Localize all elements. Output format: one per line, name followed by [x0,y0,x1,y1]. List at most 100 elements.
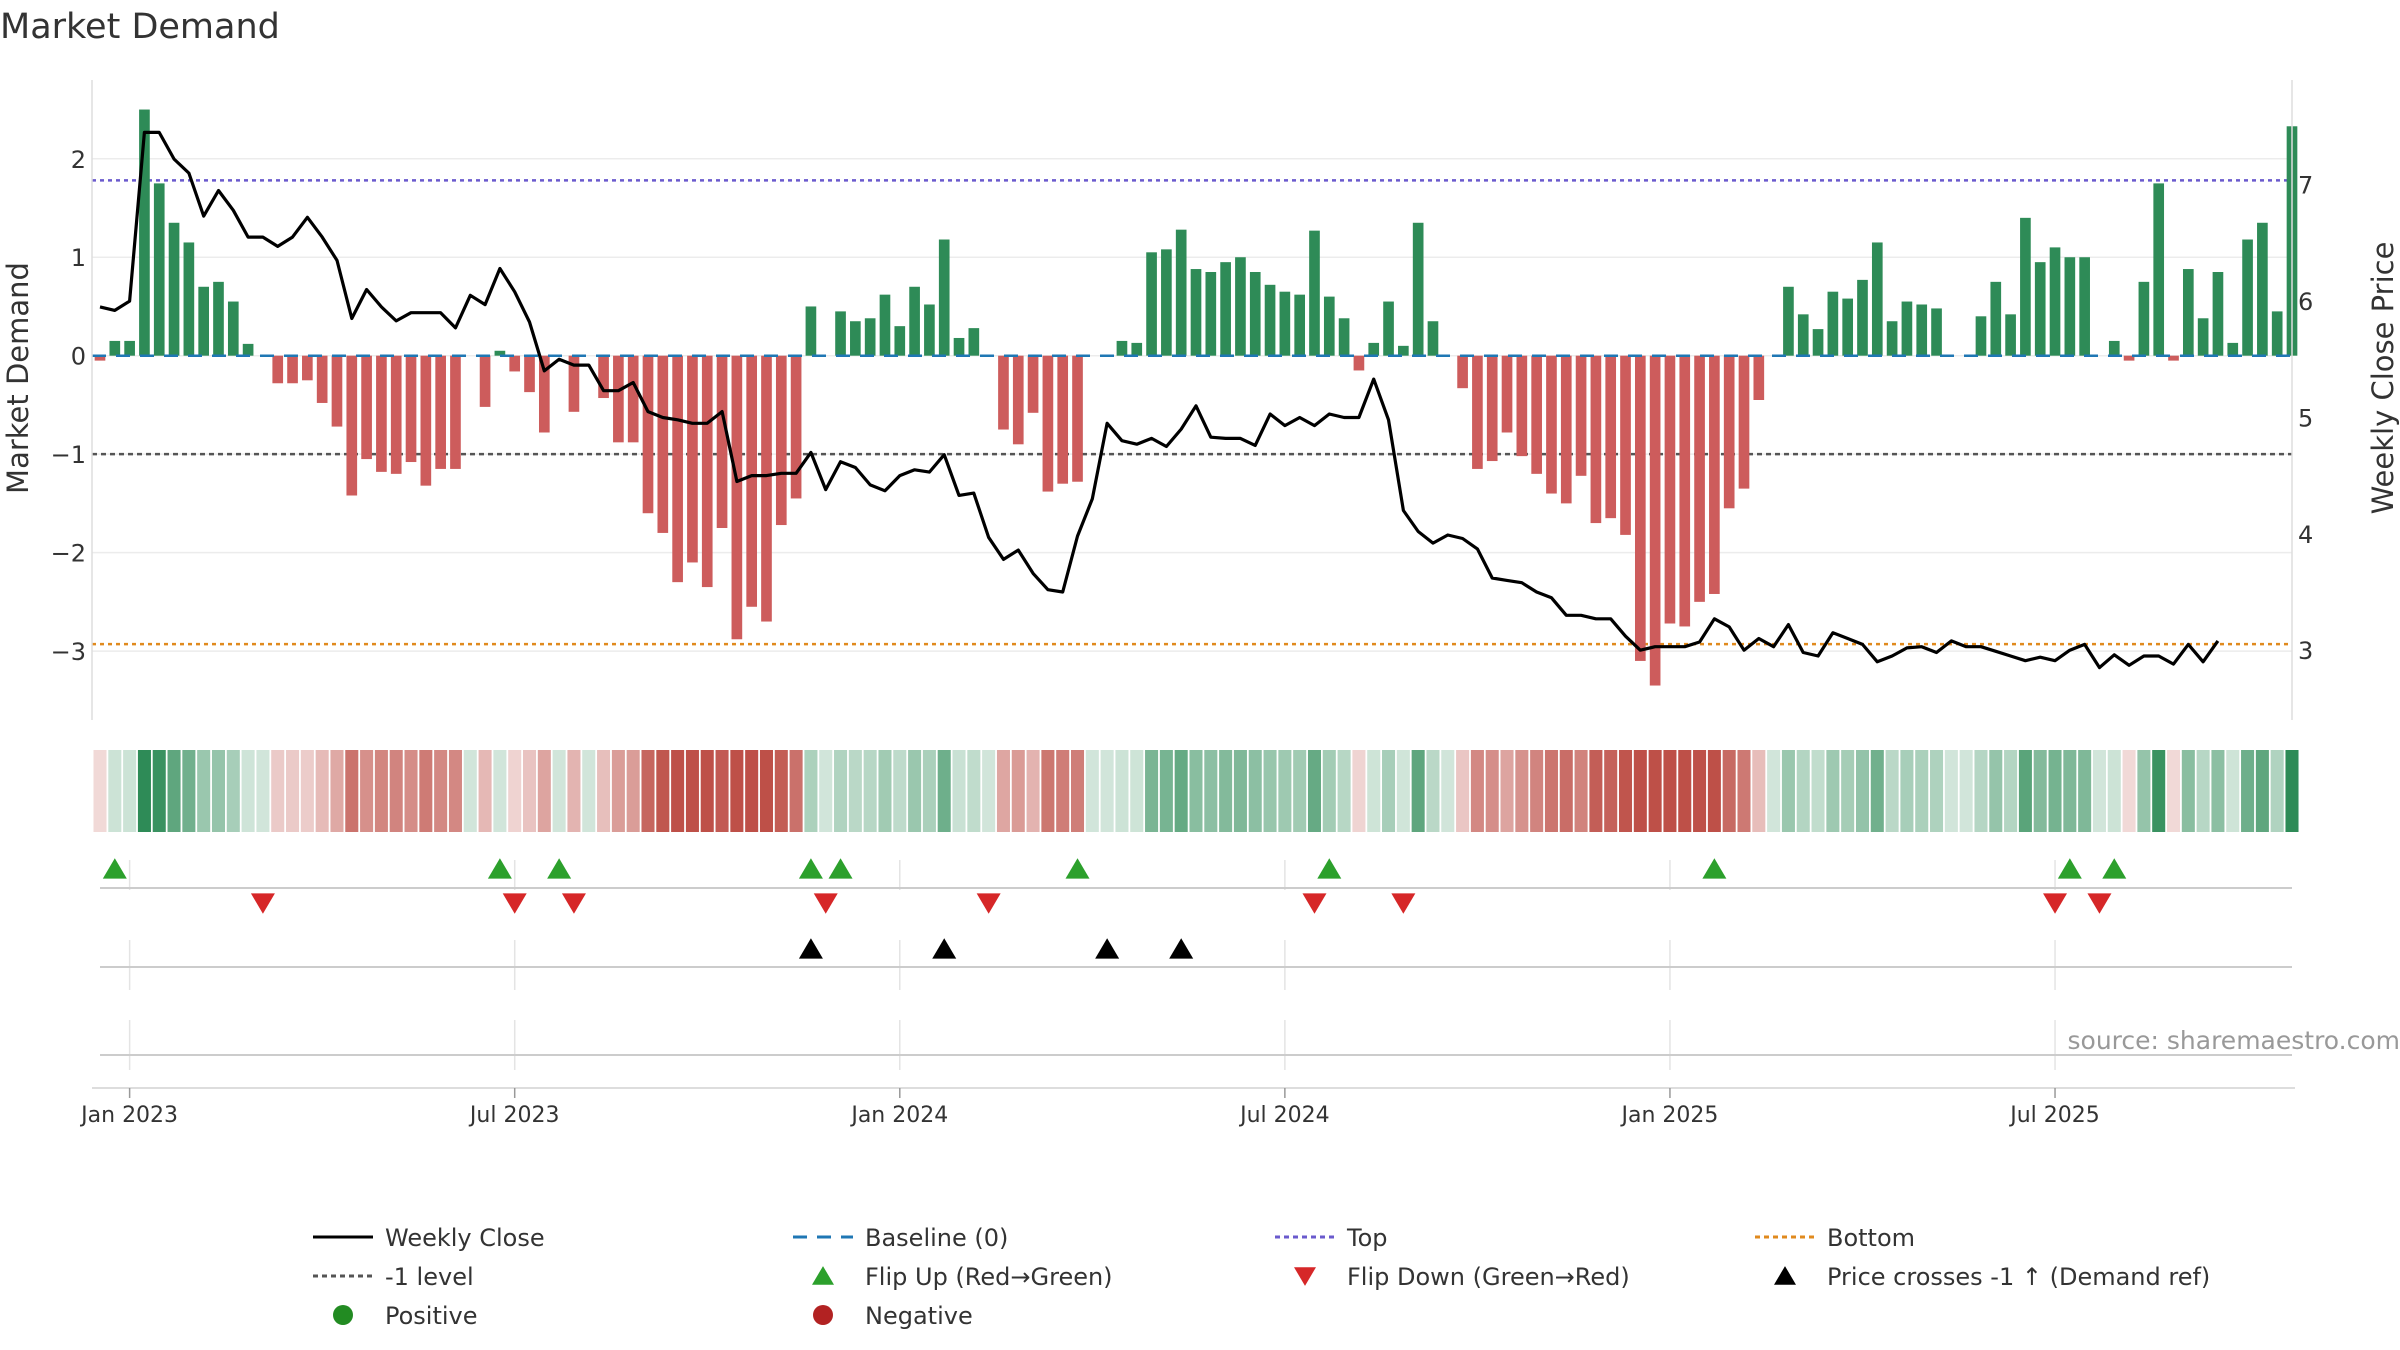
demand-bar [1605,355,1617,519]
demand-bar [2049,247,2061,356]
demand-bar [1383,301,1394,356]
demand-bar [1457,355,1468,389]
heat-cell [715,750,729,832]
heat-cell [700,750,714,832]
price-cross-marker [798,938,823,959]
demand-bar [627,355,639,443]
demand-bar [568,355,580,412]
demand-bar [1886,321,1898,356]
heat-cell [611,750,625,832]
heat-cell [93,750,107,832]
heat-cell [2241,750,2255,832]
demand-bar [1235,257,1246,356]
demand-bar [924,304,935,356]
heat-cell [360,750,374,832]
demand-bar [775,355,787,526]
demand-bar [790,355,802,499]
x-tick-label: Jan 2023 [79,1103,178,1128]
legend-label: Flip Up (Red→Green) [865,1263,1113,1291]
legend-item-minus-one: -1 level [313,1263,474,1291]
demand-bar [94,355,106,361]
legend-label: Bottom [1827,1224,1915,1252]
demand-bar [1590,355,1602,524]
demand-bar [1309,230,1320,356]
demand-bar [2271,311,2283,356]
y-tick-left: −3 [51,638,86,666]
heat-cell [685,750,699,832]
axes: 2 1 0 −1 −2 −3 7 6 5 4 3 [51,80,2313,720]
demand-bar [1368,342,1380,356]
demand-bar [2212,272,2224,356]
demand-bar [1783,286,1794,356]
heat-cell [1011,750,1025,832]
demand-bar [1323,296,1335,356]
x-tick-label: Jul 2023 [468,1103,560,1128]
heat-cell [197,750,211,832]
heat-cell [848,750,862,832]
y-axis-right-label: Weekly Close Price [2366,242,2400,515]
heat-cell [908,750,922,832]
heat-cell [419,750,433,832]
heat-cell [2033,750,2047,832]
demand-bar [302,355,313,381]
heat-cell [1915,750,1929,832]
heat-cell [2152,750,2166,832]
demand-bar [2168,355,2179,361]
heat-cell [967,750,981,832]
heat-cell [1441,750,1455,832]
heat-cell [1411,750,1425,832]
empty-panel [100,1020,2292,1070]
heat-cell [1515,750,1529,832]
demand-bar [1205,272,1217,356]
heat-cell [996,750,1010,832]
demand-bar [1116,340,1128,356]
demand-bar [1161,249,1172,356]
heat-cell [1900,750,1914,832]
demand-bar [2034,262,2046,356]
heat-cell [641,750,655,832]
heat-cell [1841,750,1855,832]
demand-bar [198,286,210,356]
legend-item-weekly-close: Weekly Close [313,1224,545,1252]
heat-cell [1885,750,1899,832]
demand-bar [1679,355,1691,627]
heat-cell [1826,750,1840,832]
heat-cell [552,750,566,832]
heat-cell [1248,750,1262,832]
heat-cell [1174,750,1188,832]
heat-cell [671,750,685,832]
heat-cell [1811,750,1825,832]
heat-cell [730,750,744,832]
chart-title: Market Demand [0,7,280,47]
x-tick-label: Jul 2025 [2008,1103,2100,1128]
heat-cell [537,750,551,832]
heat-cell [937,750,951,832]
demand-bar [2108,340,2120,356]
demand-bar [864,318,876,356]
demand-bar [761,355,772,622]
heat-cell [804,750,818,832]
demand-bar [1353,355,1365,371]
heat-cell [1604,750,1618,832]
demand-bar [346,355,358,496]
legend-label: Weekly Close [385,1224,545,1252]
y-tick-right: 4 [2298,521,2313,549]
heat-cell [2122,750,2136,832]
heat-cell [1189,750,1203,832]
flip-up-marker [1065,858,1090,879]
demand-bar [1427,321,1439,356]
x-tick-label: Jan 2025 [1619,1103,1718,1128]
heat-cell [1100,750,1114,832]
y-tick-right: 3 [2298,637,2313,665]
heat-cell [1278,750,1292,832]
flip-down-marker [976,893,1001,914]
heat-cell [1693,750,1707,832]
heat-cell [2078,750,2092,832]
demand-bar [716,355,728,528]
legend-swatch [1774,1266,1796,1285]
demand-bar [1931,308,1942,356]
heat-cell [774,750,788,832]
demand-bar [1975,316,1987,356]
heat-cell [982,750,996,832]
heat-cell [2181,750,2195,832]
